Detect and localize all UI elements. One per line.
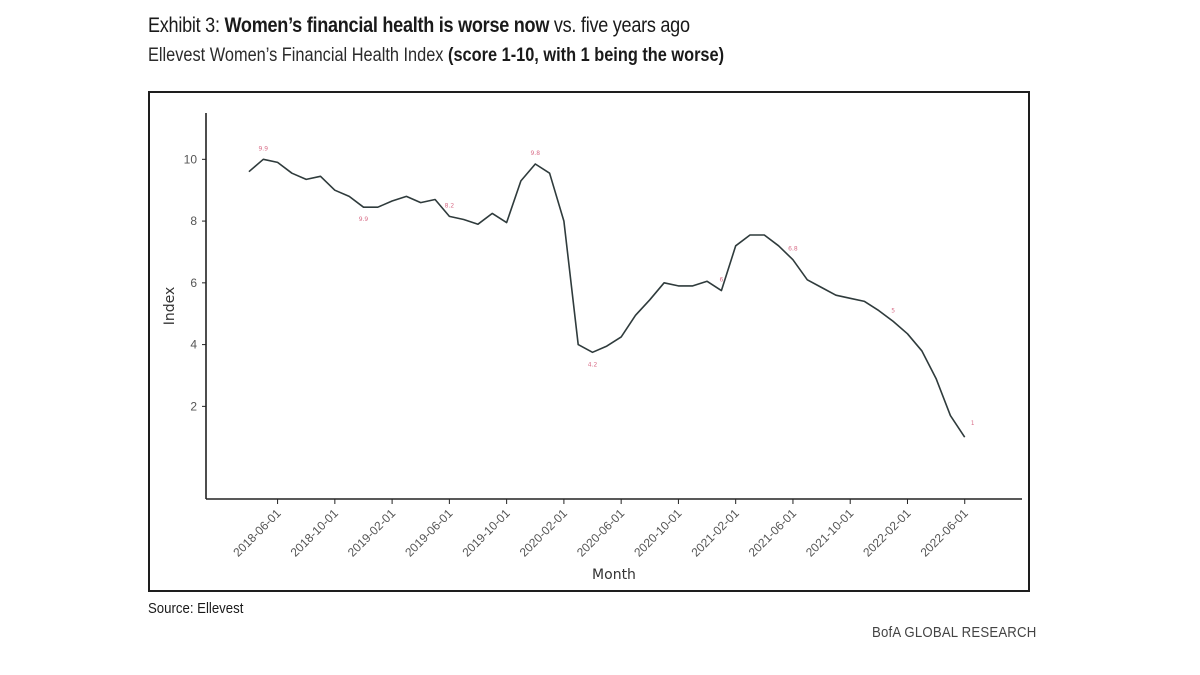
x-tick-label: 2021-06-01 [746,506,800,560]
data-label: 6.8 [788,246,798,253]
exhibit-prefix: Exhibit 3: [148,14,225,37]
exhibit-subtitle: Ellevest Women’s Financial Health Index … [148,45,724,67]
y-tick-label: 4 [190,338,197,352]
chart-frame: 2 4 6 8 10 2018-06-01 2018-10-01 2019-02-01 2019… [148,91,1030,592]
x-tick-label: 2020-10-01 [631,506,685,560]
x-tick-label: 2020-06-01 [574,506,628,560]
y-tick-label: 6 [190,276,197,290]
data-label: 8.2 [445,202,455,209]
data-label: 9.8 [530,150,540,157]
source-note: Source: Ellevest [148,600,244,617]
data-label: 9.9 [258,145,268,152]
subtitle-bold: (score 1-10, with 1 being the worse) [448,45,725,66]
x-axis-title: Month [592,567,636,583]
subtitle-plain: Ellevest Women’s Financial Health Index [148,45,449,66]
data-label: 4.2 [588,361,598,368]
x-tick-label: 2020-02-01 [517,506,571,560]
y-tick-label: 8 [190,214,197,228]
x-tick-label: 2021-02-01 [688,506,742,560]
y-tick-label: 2 [190,399,197,413]
x-tick-label: 2018-06-01 [230,506,284,560]
data-label: 5 [891,307,895,314]
title-bold: Women’s financial health is worse now [224,14,550,37]
series-line [248,158,966,438]
exhibit-title: Exhibit 3: Women’s financial health is w… [148,14,690,38]
x-tick-label: 2019-02-01 [345,506,399,560]
x-tick-label: 2021-10-01 [803,506,857,560]
x-tick-label: 2022-06-01 [918,506,972,560]
y-tick-label: 10 [184,152,198,166]
y-axis-title: Index [162,287,178,326]
title-rest: vs. five years ago [549,14,690,37]
data-label: 9.9 [359,216,369,223]
x-tick-label: 2022-02-01 [860,506,914,560]
brand-footer: BofA GLOBAL RESEARCH [872,624,1037,641]
x-tick-label: 2019-06-01 [402,506,456,560]
x-tick-label: 2018-10-01 [288,506,342,560]
data-label: 1 [971,420,975,427]
data-label: 6 [719,277,723,284]
x-tick-label: 2019-10-01 [459,506,513,560]
